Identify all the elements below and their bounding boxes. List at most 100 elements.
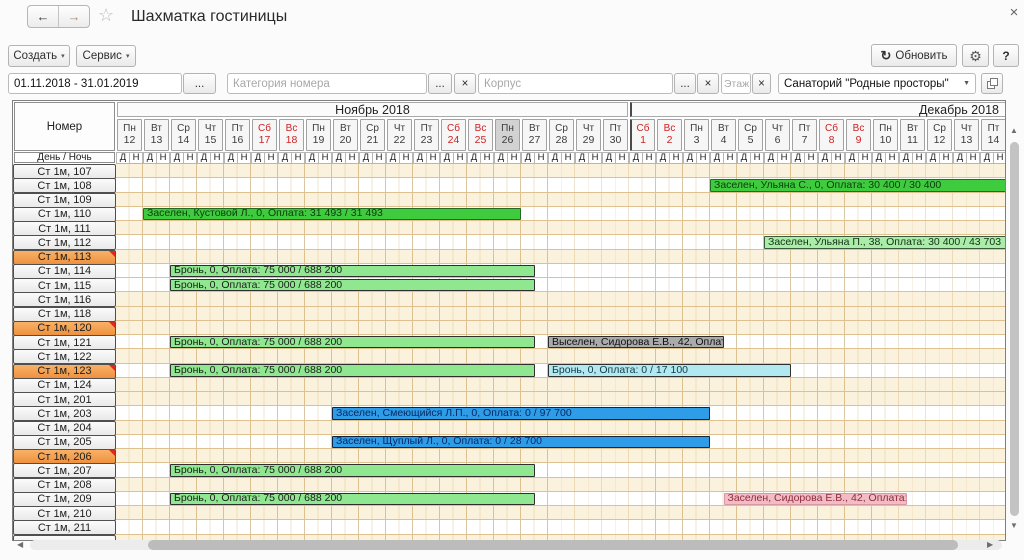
booking-bar[interactable]: Бронь, 0, Оплата: 75 000 / 688 200 — [170, 364, 535, 377]
period-field[interactable]: 01.11.2018 - 31.01.2019 — [8, 73, 182, 94]
day-name: Вт — [718, 123, 729, 134]
room-label[interactable]: Ст 1м, 108 — [13, 178, 116, 194]
room-row[interactable] — [116, 306, 1005, 321]
day-letter: Д — [414, 153, 427, 163]
scroll-right-button[interactable]: ▶ — [987, 540, 994, 549]
room-label[interactable]: Ст 1м, 118 — [13, 306, 116, 322]
room-row[interactable] — [116, 377, 1005, 392]
room-label[interactable]: Ст 1м, 211 — [13, 520, 116, 536]
room-label[interactable]: Ст 1м, 109 — [13, 192, 116, 208]
room-row[interactable] — [116, 449, 1005, 464]
booking-bar[interactable]: Заселен, Сидорова Е.В., 42, Оплата: 0 — [723, 492, 908, 506]
create-button[interactable]: Создать ▾ — [8, 45, 70, 67]
favorite-star-icon[interactable]: ☆ — [98, 5, 115, 25]
room-label[interactable]: Ст 1м, 209 — [13, 491, 116, 507]
refresh-button[interactable]: ↻ Обновить — [871, 44, 957, 67]
booking-bar[interactable]: Заселен, Щуплый Л., 0, Оплата: 0 / 28 70… — [332, 435, 710, 449]
booking-bar[interactable]: Заселен, Ульяна С., 0, Оплата: 30 400 / … — [710, 179, 1005, 192]
day-number: 12 — [123, 134, 136, 146]
category-field[interactable]: Категория номера — [227, 73, 427, 94]
room-label[interactable]: Ст 1м, 110 — [13, 206, 116, 222]
room-row[interactable] — [116, 192, 1005, 207]
day-header-cell: Сб 17 — [252, 119, 277, 151]
room-row[interactable] — [116, 534, 1005, 540]
forward-button[interactable]: → — [58, 6, 89, 27]
booking-bar[interactable]: Выселен, Сидорова Е.В., 42, Оплат — [548, 335, 724, 349]
room-label[interactable]: Ст 1м, 205 — [13, 434, 116, 450]
building-more-button[interactable]: ... — [674, 73, 696, 94]
room-label[interactable]: Ст 1м, 115 — [13, 278, 116, 294]
room-label[interactable]: Ст 1м, 210 — [13, 506, 116, 522]
room-label[interactable]: Ст 1м, 123 — [13, 363, 116, 379]
night-letter: Н — [888, 152, 896, 163]
room-label[interactable]: Ст 1м, 121 — [13, 335, 116, 351]
room-label[interactable]: Ст 1м, 112 — [13, 235, 116, 251]
category-clear-button[interactable]: × — [454, 73, 476, 94]
category-more-button[interactable]: ... — [428, 73, 452, 94]
back-button[interactable]: ← — [28, 6, 58, 27]
booking-bar[interactable]: Заселен, Кустовой Л., 0, Оплата: 31 493 … — [143, 207, 521, 221]
room-row[interactable] — [116, 477, 1005, 492]
room-row[interactable] — [116, 164, 1005, 179]
building-clear-button[interactable]: × — [697, 73, 719, 94]
room-label[interactable] — [13, 534, 116, 540]
floor-field[interactable]: Этаж — [721, 73, 751, 94]
scroll-left-button[interactable]: ◀ — [17, 540, 24, 549]
room-label[interactable]: Ст 1м, 120 — [13, 320, 116, 336]
room-row[interactable] — [116, 520, 1005, 535]
booking-bar[interactable]: Заселен, Ульяна П., 38, Оплата: 30 400 /… — [764, 236, 1005, 249]
close-icon[interactable]: × — [1009, 4, 1019, 21]
day-number: 20 — [339, 134, 352, 146]
hotel-open-button[interactable] — [981, 73, 1003, 94]
booking-label: Заселен, Ульяна П., 38, Оплата: 30 400 /… — [768, 236, 1002, 248]
booking-bar[interactable]: Бронь, 0, Оплата: 75 000 / 688 200 — [170, 464, 535, 477]
room-label[interactable]: Ст 1м, 122 — [13, 349, 116, 365]
booking-bar[interactable]: Бронь, 0, Оплата: 0 / 17 100 — [548, 364, 791, 377]
floor-clear-button[interactable]: × — [752, 73, 771, 94]
scroll-up-button[interactable]: ▲ — [1010, 126, 1018, 135]
room-label[interactable]: Ст 1м, 204 — [13, 420, 116, 436]
room-label[interactable]: Ст 1м, 201 — [13, 392, 116, 408]
day-number: 13 — [960, 134, 973, 146]
booking-bar[interactable]: Бронь, 0, Оплата: 75 000 / 688 200 — [170, 492, 535, 506]
room-row[interactable] — [116, 420, 1005, 435]
room-row[interactable] — [116, 349, 1005, 364]
service-button[interactable]: Сервис ▾ — [76, 45, 136, 67]
day-letter: Д — [792, 153, 805, 163]
room-label[interactable]: Ст 1м, 111 — [13, 221, 116, 237]
room-label[interactable]: Ст 1м, 113 — [13, 249, 116, 265]
room-row[interactable] — [116, 506, 1005, 521]
booking-bar[interactable]: Бронь, 0, Оплата: 75 000 / 688 200 — [170, 264, 535, 278]
scroll-down-button[interactable]: ▼ — [1010, 521, 1018, 530]
help-button[interactable]: ? — [993, 44, 1019, 67]
room-label[interactable]: Ст 1м, 208 — [13, 477, 116, 493]
room-row[interactable] — [116, 221, 1005, 236]
room-label[interactable]: Ст 1м, 203 — [13, 406, 116, 422]
night-letter: Н — [861, 152, 869, 163]
room-label[interactable]: Ст 1м, 206 — [13, 449, 116, 465]
booking-bar[interactable]: Бронь, 0, Оплата: 75 000 / 688 200 — [170, 278, 535, 292]
room-label[interactable]: Ст 1м, 114 — [13, 263, 116, 279]
room-row[interactable] — [116, 320, 1005, 335]
period-more-button[interactable]: ... — [183, 73, 216, 94]
vertical-scrollbar-thumb[interactable] — [1010, 142, 1019, 516]
room-label[interactable]: Ст 1м, 207 — [13, 463, 116, 479]
horizontal-scrollbar-thumb[interactable] — [148, 540, 958, 550]
alert-triangle-icon — [109, 450, 115, 456]
booking-bar[interactable]: Заселен, Смеющийся Л.П., 0, Оплата: 0 / … — [332, 407, 710, 420]
day-letter: Д — [657, 153, 670, 163]
room-label[interactable]: Ст 1м, 116 — [13, 292, 116, 308]
settings-button[interactable]: ⚙ — [962, 44, 989, 67]
room-label[interactable]: Ст 1м, 124 — [13, 377, 116, 393]
room-label[interactable]: Ст 1м, 107 — [13, 164, 116, 180]
room-row[interactable] — [116, 249, 1005, 264]
room-row[interactable] — [116, 392, 1005, 407]
day-header-cell: Вт 4 — [711, 119, 736, 151]
building-field[interactable]: Корпус — [478, 73, 673, 94]
room-row[interactable] — [116, 292, 1005, 307]
hotel-select[interactable]: Санаторий "Родные просторы" ▼ — [778, 73, 976, 94]
day-number: 21 — [366, 134, 379, 146]
booking-bar[interactable]: Бронь, 0, Оплата: 75 000 / 688 200 — [170, 335, 535, 349]
